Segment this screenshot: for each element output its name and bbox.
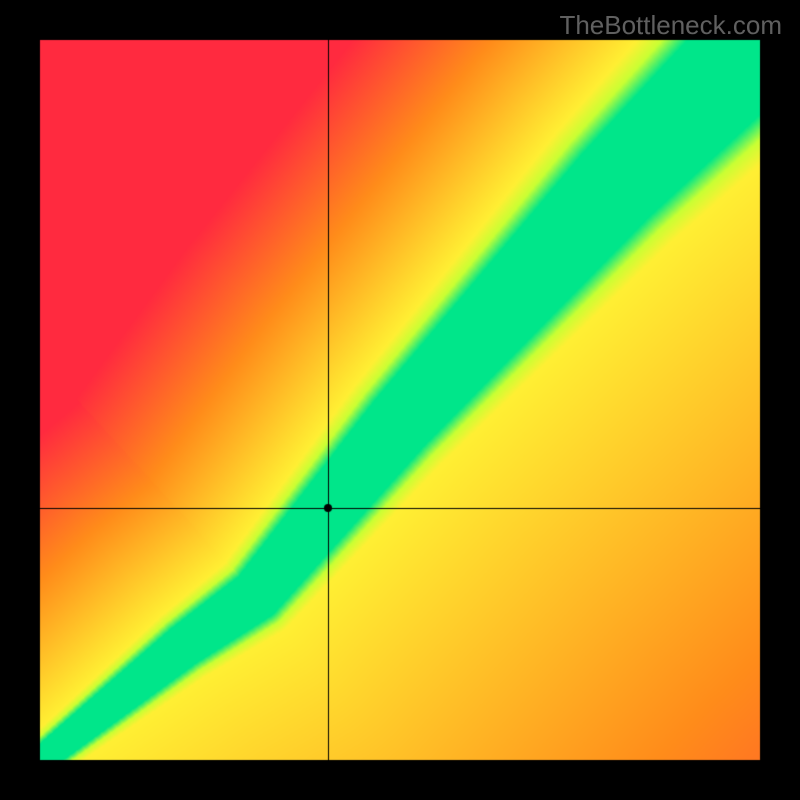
chart-container: TheBottleneck.com xyxy=(0,0,800,800)
heatmap-canvas xyxy=(0,0,800,800)
watermark-text: TheBottleneck.com xyxy=(559,10,782,41)
